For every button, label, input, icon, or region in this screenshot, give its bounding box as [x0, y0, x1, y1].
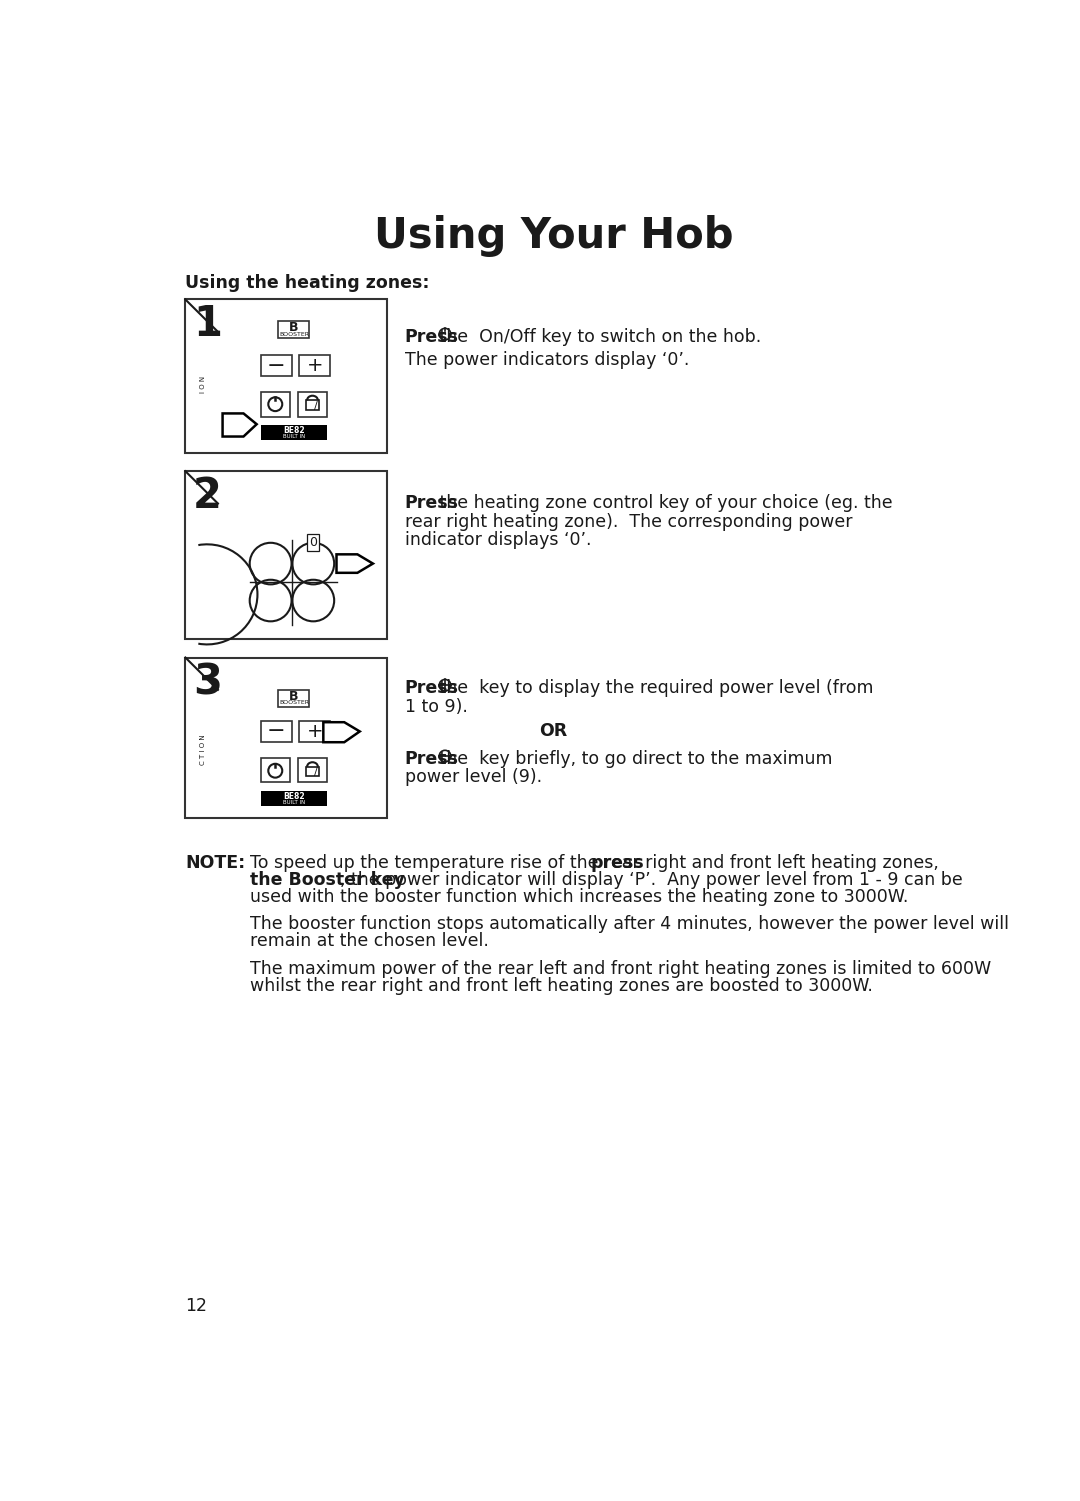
- Bar: [260, 758, 291, 782]
- Bar: [299, 354, 330, 377]
- Polygon shape: [337, 554, 373, 573]
- Text: BUILT IN: BUILT IN: [283, 800, 305, 805]
- Text: whilst the rear right and front left heating zones are boosted to 3000W.: whilst the rear right and front left hea…: [249, 977, 873, 995]
- Text: 0: 0: [309, 536, 318, 549]
- Text: B: B: [289, 321, 299, 333]
- Text: Using Your Hob: Using Your Hob: [374, 215, 733, 257]
- Bar: [260, 791, 327, 806]
- Text: /: /: [314, 767, 319, 778]
- Text: the Booster key: the Booster key: [249, 871, 405, 889]
- Bar: [307, 401, 319, 410]
- Bar: [186, 471, 387, 639]
- Text: −: −: [267, 356, 285, 375]
- Text: BUILT IN: BUILT IN: [283, 434, 305, 438]
- Text: NOTE:: NOTE:: [186, 854, 245, 872]
- Text: To speed up the temperature rise of the rear right and front left heating zones,: To speed up the temperature rise of the …: [249, 854, 944, 872]
- Text: 1 to 9).: 1 to 9).: [405, 698, 468, 716]
- Bar: [279, 321, 309, 338]
- Text: 1: 1: [193, 303, 222, 345]
- Text: indicator displays ‘0’.: indicator displays ‘0’.: [405, 531, 591, 549]
- Text: press: press: [591, 854, 645, 872]
- Text: I O N: I O N: [200, 375, 206, 393]
- Polygon shape: [222, 413, 257, 437]
- Text: Press: Press: [405, 327, 459, 345]
- Text: rear right heating zone).  The corresponding power: rear right heating zone). The correspond…: [405, 513, 852, 531]
- Text: the  key to display the required power level (from: the key to display the required power le…: [434, 678, 874, 696]
- Polygon shape: [323, 722, 360, 741]
- Bar: [298, 392, 327, 416]
- Bar: [299, 720, 330, 741]
- Bar: [260, 392, 291, 416]
- Text: Using the heating zones:: Using the heating zones:: [186, 273, 430, 291]
- Text: 12: 12: [186, 1297, 207, 1315]
- Text: Press: Press: [405, 494, 459, 512]
- Bar: [186, 300, 387, 453]
- Bar: [260, 720, 292, 741]
- Text: +: +: [307, 356, 323, 375]
- Text: the  key briefly, to go direct to the maximum: the key briefly, to go direct to the max…: [434, 750, 833, 769]
- Text: BOOSTER: BOOSTER: [279, 332, 309, 336]
- Text: C T I O N: C T I O N: [200, 734, 206, 766]
- Text: The power indicators display ‘0’.: The power indicators display ‘0’.: [405, 351, 689, 369]
- Text: the heating zone control key of your choice (eg. the: the heating zone control key of your cho…: [434, 494, 893, 512]
- Bar: [279, 690, 309, 707]
- Text: B: B: [289, 689, 299, 702]
- Bar: [260, 425, 327, 440]
- Text: remain at the chosen level.: remain at the chosen level.: [249, 932, 488, 950]
- Text: 2: 2: [193, 474, 222, 516]
- Text: power level (9).: power level (9).: [405, 769, 542, 787]
- Text: The booster function stops automatically after 4 minutes, however the power leve: The booster function stops automatically…: [249, 916, 1009, 934]
- Bar: [186, 657, 387, 818]
- Bar: [298, 758, 327, 782]
- Text: The maximum power of the rear left and front right heating zones is limited to 6: The maximum power of the rear left and f…: [249, 961, 990, 979]
- Text: Press: Press: [405, 750, 459, 769]
- Text: 3: 3: [193, 660, 222, 702]
- Text: , the power indicator will display ‘P’.  Any power level from 1 - 9 can be: , the power indicator will display ‘P’. …: [340, 871, 963, 889]
- Text: BE82: BE82: [283, 791, 305, 800]
- Text: /: /: [314, 401, 319, 411]
- Text: used with the booster function which increases the heating zone to 3000W.: used with the booster function which inc…: [249, 887, 908, 905]
- Text: BOOSTER: BOOSTER: [279, 701, 309, 705]
- Text: BE82: BE82: [283, 426, 305, 435]
- Bar: [260, 354, 292, 377]
- Text: −: −: [267, 722, 285, 741]
- Text: the  On/Off key to switch on the hob.: the On/Off key to switch on the hob.: [434, 327, 761, 345]
- Text: +: +: [307, 722, 323, 741]
- Text: Press: Press: [405, 678, 459, 696]
- Text: OR: OR: [539, 722, 568, 740]
- Bar: [307, 767, 319, 776]
